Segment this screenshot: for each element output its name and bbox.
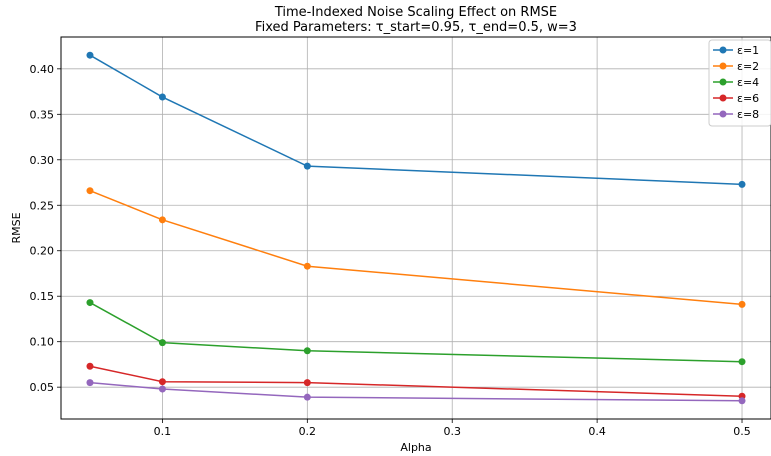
x-axis-label: Alpha xyxy=(400,441,431,454)
x-tick-label: 0.2 xyxy=(299,425,317,438)
data-point xyxy=(86,187,94,195)
legend-label: ε=4 xyxy=(737,76,759,89)
series xyxy=(86,51,746,405)
legend-swatch-marker xyxy=(719,110,727,118)
data-point xyxy=(738,180,746,188)
series-5 xyxy=(86,379,746,405)
series-line xyxy=(89,190,743,306)
y-tick-label: 0.20 xyxy=(30,245,55,258)
legend-item: ε=8 xyxy=(713,108,759,121)
legend-swatch-marker xyxy=(719,62,727,70)
data-point xyxy=(158,339,166,347)
x-tick-label: 0.4 xyxy=(588,425,606,438)
series-4 xyxy=(86,362,746,400)
y-tick-label: 0.05 xyxy=(30,381,55,394)
series-line xyxy=(89,301,743,363)
data-point xyxy=(86,51,94,59)
y-tick-label: 0.30 xyxy=(30,154,55,167)
data-point xyxy=(86,379,94,387)
y-tick-label: 0.35 xyxy=(30,108,55,121)
legend: ε=1 ε=2 ε=4 ε=6 ε=8 xyxy=(708,39,771,127)
series-line xyxy=(89,365,743,398)
x-tick-label: 0.3 xyxy=(443,425,461,438)
legend-swatch-marker xyxy=(719,46,727,54)
legend-item: ε=4 xyxy=(713,76,759,89)
chart-subtitle: Fixed Parameters: τ_start=0.95, τ_end=0.… xyxy=(255,20,577,35)
y-axis-label: RMSE xyxy=(10,212,23,243)
plot-frame xyxy=(60,36,771,420)
data-point xyxy=(303,162,311,170)
legend-item: ε=1 xyxy=(713,44,759,57)
data-point xyxy=(158,385,166,393)
chart-title: Time-Indexed Noise Scaling Effect on RMS… xyxy=(274,5,557,20)
y-tick-label: 0.10 xyxy=(30,336,55,349)
series-2 xyxy=(86,187,746,308)
y-tick-label: 0.40 xyxy=(30,63,55,76)
series-line xyxy=(89,381,743,402)
x-tick-label: 0.1 xyxy=(154,425,172,438)
legend-label: ε=6 xyxy=(737,92,759,105)
legend-swatch-marker xyxy=(719,94,727,102)
series-3 xyxy=(86,299,746,366)
data-point xyxy=(738,397,746,405)
legend-box xyxy=(708,39,771,127)
y-tick-label: 0.15 xyxy=(30,290,55,303)
grid xyxy=(61,37,771,419)
data-point xyxy=(303,347,311,355)
y-tick-label: 0.25 xyxy=(30,199,55,212)
data-point xyxy=(303,262,311,270)
data-point xyxy=(738,300,746,308)
legend-item: ε=2 xyxy=(713,60,759,73)
data-point xyxy=(303,393,311,401)
series-line xyxy=(89,54,743,186)
series-1 xyxy=(86,51,746,188)
legend-label: ε=2 xyxy=(737,60,759,73)
data-point xyxy=(738,358,746,366)
tick-labels: 0.1 0.2 0.3 0.4 0.5 0.05 0.10 0.15 0.20 0.25 0.30 0… xyxy=(30,63,751,438)
data-point xyxy=(158,378,166,386)
legend-swatch-marker xyxy=(719,78,727,86)
data-point xyxy=(158,93,166,101)
legend-label: ε=1 xyxy=(737,44,759,57)
legend-label: ε=8 xyxy=(737,108,759,121)
data-point xyxy=(86,299,94,307)
data-point xyxy=(86,362,94,370)
legend-item: ε=6 xyxy=(713,92,759,105)
data-point xyxy=(303,379,311,387)
x-tick-label: 0.5 xyxy=(733,425,751,438)
data-point xyxy=(158,216,166,224)
